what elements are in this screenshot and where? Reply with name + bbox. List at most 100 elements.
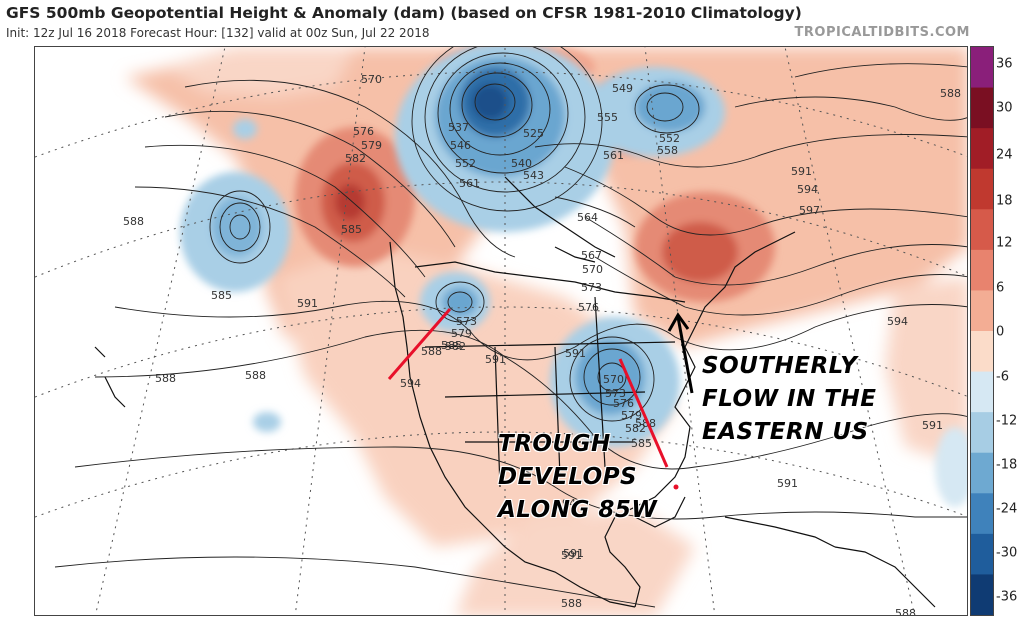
contour-label: 525 bbox=[523, 127, 544, 140]
southerly-flow-arrow-head bbox=[667, 312, 690, 332]
map-canvas: 570 576 579 582 585 588 585 591 537 546 … bbox=[35, 47, 967, 616]
colorbar-gradient bbox=[971, 47, 993, 616]
contour-label: 585 bbox=[441, 339, 462, 352]
anomaly-colorbar bbox=[970, 46, 994, 616]
contour-label: 579 bbox=[621, 409, 642, 422]
contour-label-group: 570 576 579 582 585 588 585 591 537 546 … bbox=[123, 73, 961, 616]
colorbar-band bbox=[971, 87, 993, 129]
contour-label: 591 bbox=[777, 477, 798, 490]
contour-label: 549 bbox=[612, 82, 633, 95]
contour-label: 588 bbox=[155, 372, 176, 385]
contour-label: 555 bbox=[597, 111, 618, 124]
contour-label: 573 bbox=[456, 315, 477, 328]
contour-label: 552 bbox=[455, 157, 476, 170]
colorbar-tick: -12 bbox=[996, 413, 1018, 429]
colorbar-band bbox=[971, 128, 993, 170]
contour-label: 588 bbox=[421, 345, 442, 358]
contour-label: 582 bbox=[445, 340, 466, 353]
colorbar-tick: 30 bbox=[996, 100, 1013, 116]
colorbar-tick: 12 bbox=[996, 235, 1013, 251]
contour-label: 588 bbox=[940, 87, 961, 100]
contour-label: 588 bbox=[245, 369, 266, 382]
contour-label: 588 bbox=[123, 215, 144, 228]
contour-label: 591 bbox=[565, 347, 586, 360]
trough-end-dot bbox=[673, 484, 679, 490]
colorbar-tick: -18 bbox=[996, 457, 1018, 473]
contour-label: 540 bbox=[511, 157, 532, 170]
contour-label: 576 bbox=[353, 125, 374, 138]
colorbar-tick: 24 bbox=[996, 147, 1013, 163]
chart-subtitle: Init: 12z Jul 16 2018 Forecast Hour: [13… bbox=[6, 26, 430, 40]
contour-label: 591 bbox=[297, 297, 318, 310]
colorbar-band bbox=[971, 331, 993, 373]
contour-label: 543 bbox=[523, 169, 544, 182]
colorbar-tick: -36 bbox=[996, 589, 1018, 605]
colorbar-band bbox=[971, 290, 993, 332]
trough-annotation: TROUGH DEVELOPS ALONG 85W bbox=[498, 428, 657, 527]
contour-label: 570 bbox=[582, 263, 603, 276]
contour-label: 552 bbox=[659, 132, 680, 145]
colorbar-band bbox=[971, 452, 993, 494]
contour-label: 561 bbox=[603, 149, 624, 162]
annotation-line: DEVELOPS bbox=[498, 464, 638, 490]
colorbar-tick: 36 bbox=[996, 56, 1013, 72]
colorbar-band bbox=[971, 209, 993, 251]
contour-label: 588 bbox=[895, 607, 916, 616]
contour-label: 567 bbox=[581, 249, 602, 262]
contour-label: 579 bbox=[361, 139, 382, 152]
trough-axis-east-line bbox=[618, 358, 669, 468]
contour-label: 594 bbox=[887, 315, 908, 328]
contour-label: 564 bbox=[577, 211, 598, 224]
colorbar-band bbox=[971, 533, 993, 575]
chart-title: GFS 500mb Geopotential Height & Anomaly … bbox=[6, 4, 802, 22]
colorbar-band bbox=[971, 249, 993, 291]
contour-label: 537 bbox=[448, 121, 469, 134]
annotation-line: EASTERN US bbox=[702, 419, 869, 445]
anomaly-map: 570 576 579 582 585 588 585 591 537 546 … bbox=[34, 46, 968, 616]
contour-label: 546 bbox=[450, 139, 471, 152]
contour-label: 591 bbox=[791, 165, 812, 178]
contour-label: 573 bbox=[581, 281, 602, 294]
colorbar-band bbox=[971, 168, 993, 210]
contour-label: 582 bbox=[345, 152, 366, 165]
contour-label: 573 bbox=[605, 387, 626, 400]
contour-label: 576 bbox=[578, 301, 599, 314]
colorbar-band bbox=[971, 371, 993, 413]
contour-label: 597 bbox=[799, 204, 820, 217]
trough-axis-west-line bbox=[387, 308, 452, 380]
colorbar-tick: 6 bbox=[996, 280, 1005, 296]
colorbar-tick: -24 bbox=[996, 501, 1018, 517]
contour-label: 585 bbox=[341, 223, 362, 236]
colorbar-band bbox=[971, 47, 993, 89]
colorbar-band bbox=[971, 574, 993, 616]
colorbar-tick: 0 bbox=[996, 324, 1005, 340]
colorbar-tick: -30 bbox=[996, 545, 1018, 561]
contour-label: 585 bbox=[211, 289, 232, 302]
coastlines bbox=[94, 176, 936, 608]
contour-label: 591 bbox=[485, 353, 506, 366]
colorbar-ticks: 36 30 24 18 12 6 0 -6 -12 -18 -24 -30 -3… bbox=[996, 46, 1024, 616]
contour-label: 591 bbox=[561, 549, 582, 562]
contour-label: 591 bbox=[922, 419, 943, 432]
contour-label: 588 bbox=[561, 597, 582, 610]
annotation-line: ALONG 85W bbox=[498, 497, 658, 523]
contour-label: 558 bbox=[657, 144, 678, 157]
contour-label: 591 bbox=[563, 547, 584, 560]
southerly-flow-annotation: SOUTHERLY FLOW IN THE EASTERN US bbox=[702, 350, 876, 449]
contour-label: 594 bbox=[400, 377, 421, 390]
contour-label: 579 bbox=[451, 327, 472, 340]
annotation-line: FLOW IN THE bbox=[702, 386, 877, 412]
height-contours bbox=[54, 47, 967, 608]
contour-label: 594 bbox=[797, 183, 818, 196]
brand-watermark: TROPICALTIDBITS.COM bbox=[794, 25, 970, 40]
contour-label: 576 bbox=[613, 397, 634, 410]
annotation-line: SOUTHERLY bbox=[702, 353, 858, 379]
annotation-line: TROUGH bbox=[498, 431, 611, 457]
colorbar-tick: -6 bbox=[996, 369, 1009, 385]
contour-label: 585 bbox=[631, 437, 652, 450]
colorbar-band bbox=[971, 412, 993, 454]
contour-label: 570 bbox=[603, 373, 624, 386]
contour-label: 561 bbox=[459, 177, 480, 190]
contour-label: 582 bbox=[625, 422, 646, 435]
southerly-flow-arrow-shaft bbox=[676, 316, 694, 394]
